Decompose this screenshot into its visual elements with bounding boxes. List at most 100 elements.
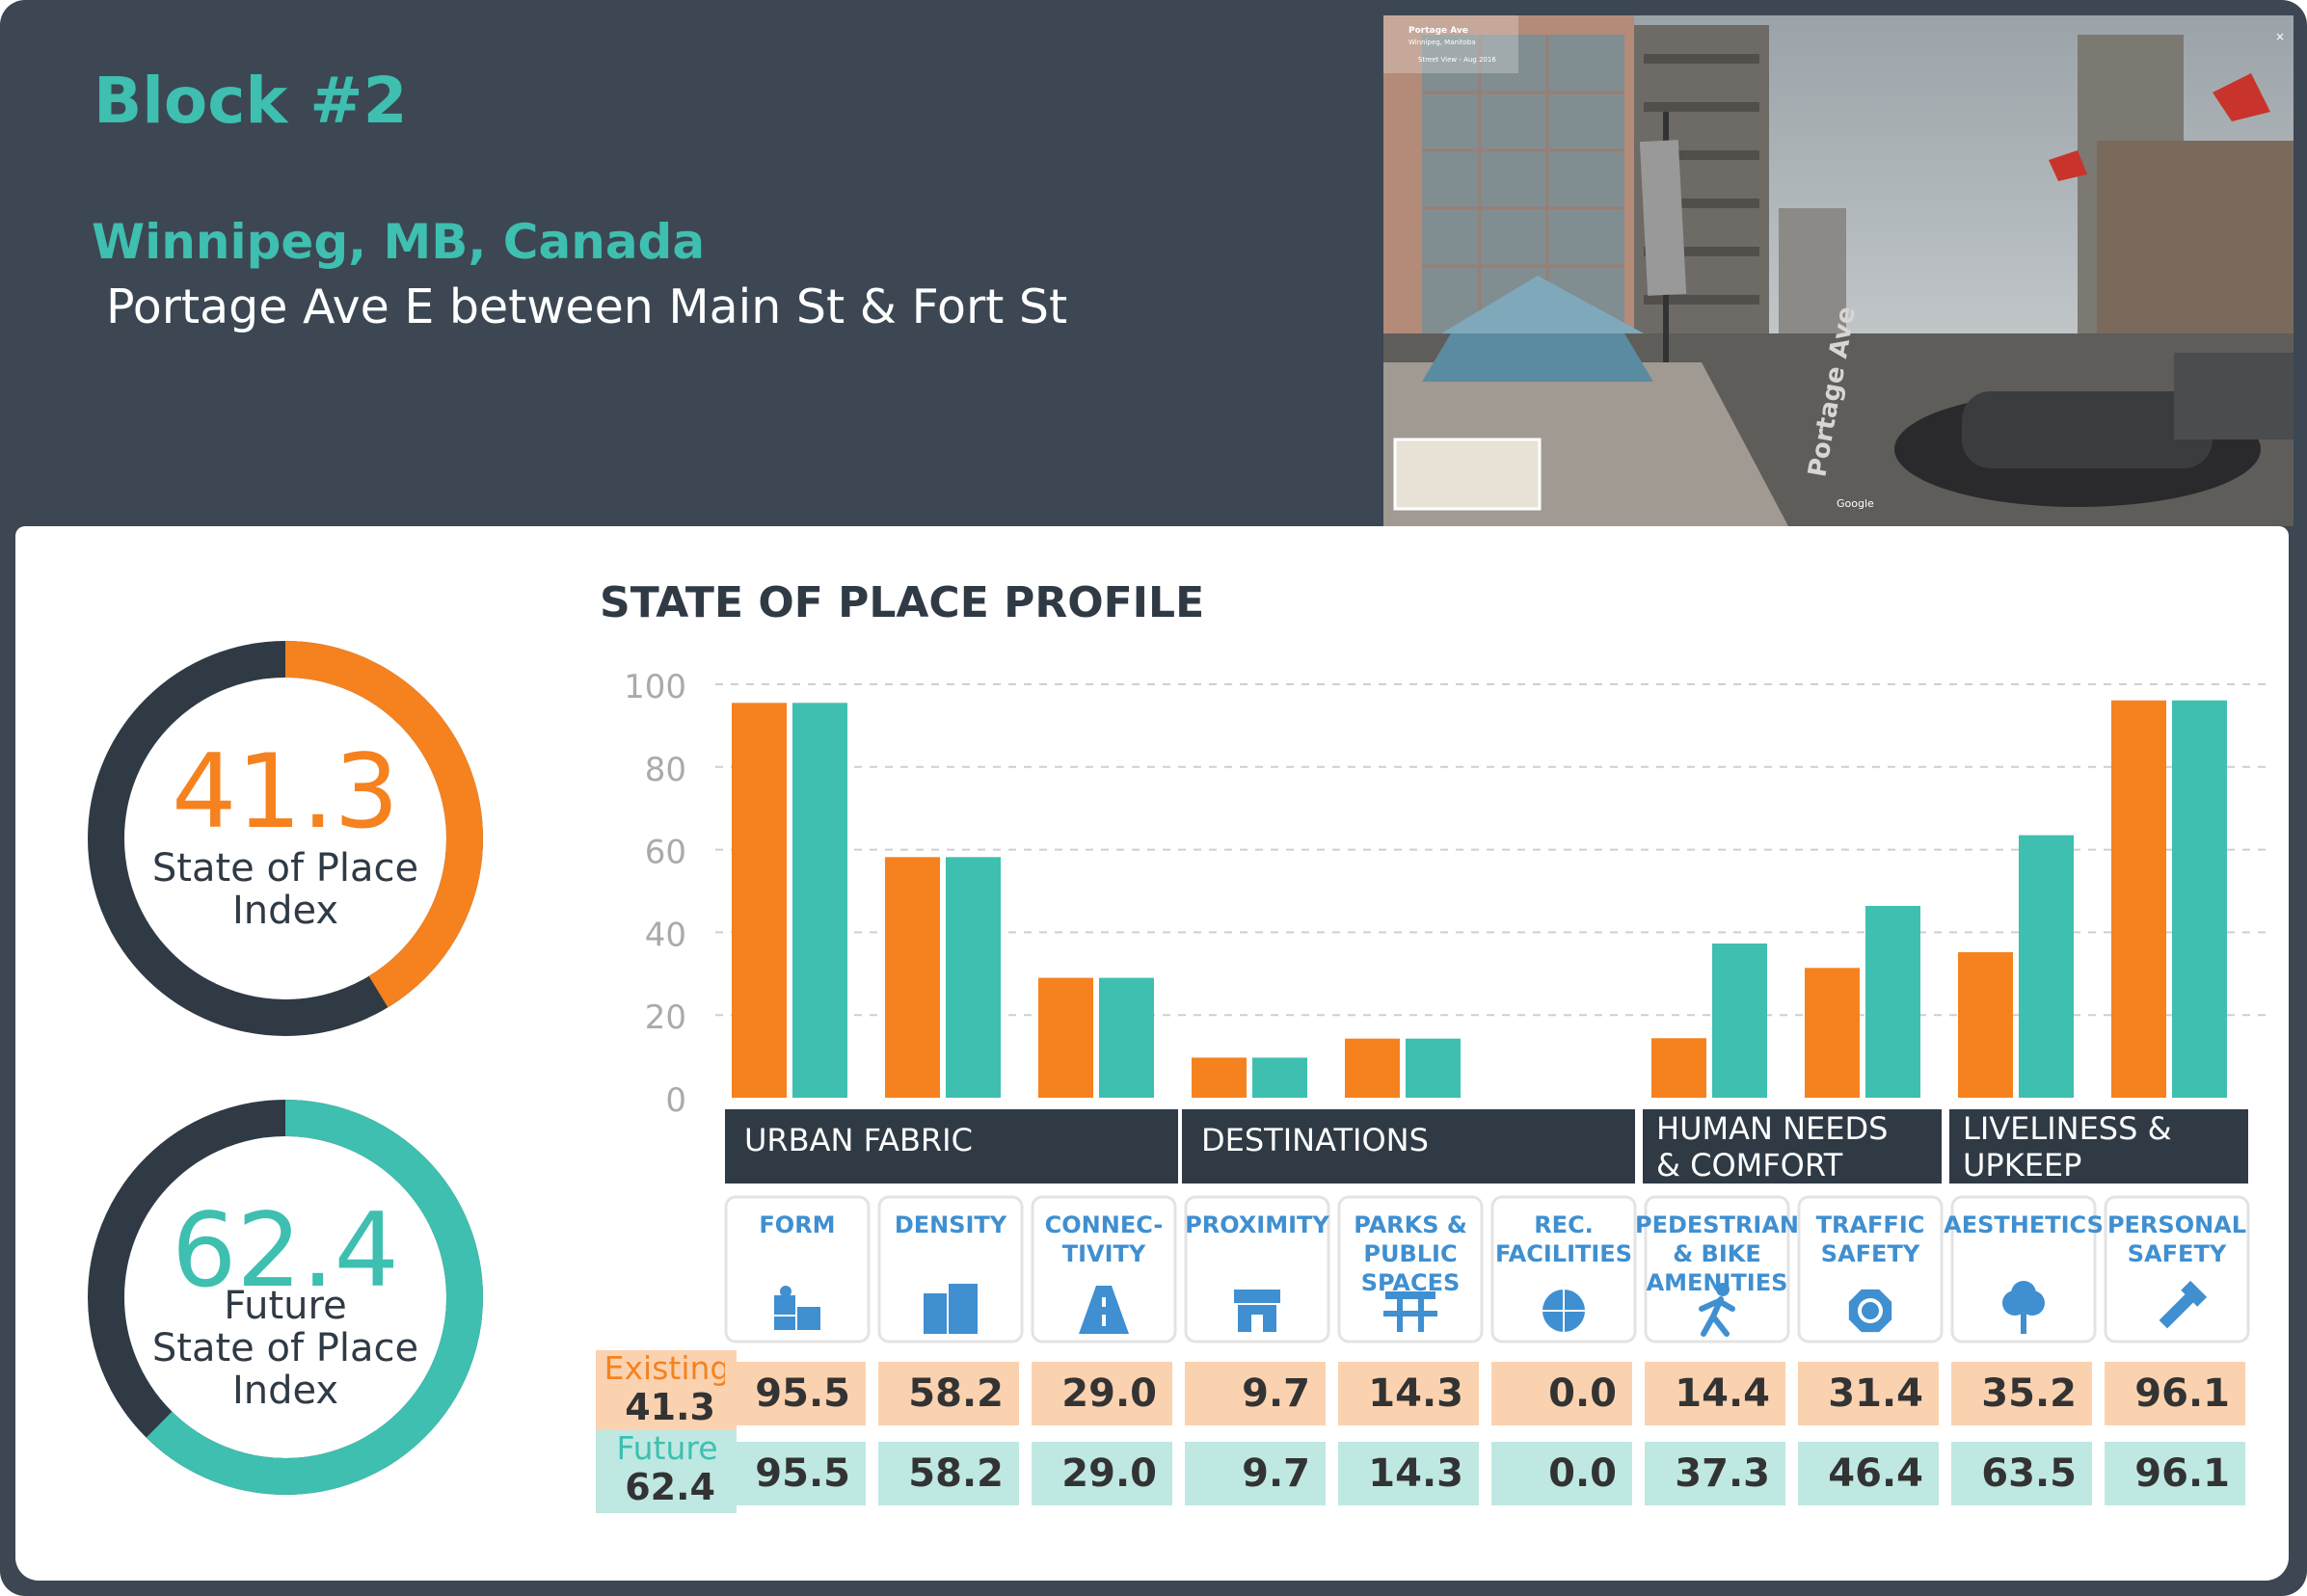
value-label: 35.2 [1981,1371,2077,1416]
future-index-label: State of Place [152,1326,418,1370]
group-header [1949,1109,2248,1184]
category-label: SAFETY [1821,1240,1920,1267]
bar-existing [1038,977,1093,1098]
group-header-label: LIVELINESS & [1963,1110,2172,1147]
value-cell [2105,1362,2245,1425]
puzzle-icon [774,1286,820,1330]
body [1699,1296,1735,1337]
category-label: PARKS & [1354,1211,1467,1238]
value-cell [725,1362,866,1425]
awning [1234,1290,1280,1303]
photo-meta: Street View - Aug 2016 [1418,56,1496,64]
category-card [1797,1195,1944,1343]
category-card [1644,1195,1790,1343]
table-leg [1418,1299,1424,1332]
category-card [1184,1195,1330,1343]
value-label: 37.3 [1675,1451,1770,1496]
walking-person-icon [1699,1283,1735,1337]
photo-close-icon[interactable]: × [2275,30,2285,43]
photo-city: Winnipeg, Manitoba [1408,39,1476,46]
y-tick-label: 40 [645,916,686,954]
bar-existing [885,857,940,1098]
group-header-label: URBAN FABRIC [744,1122,973,1158]
y-tick-label: 80 [645,751,686,789]
basketball-icon [1542,1290,1585,1332]
stop-sign-icon [1848,1289,1892,1333]
category-label: TIVITY [1062,1240,1146,1267]
value-label: 0.0 [1548,1451,1617,1496]
group-header [1182,1109,1635,1184]
future-index-value: 62.4 [172,1191,399,1310]
group-header-label: UPKEEP [1963,1147,2081,1184]
tree-icon [2002,1281,2045,1334]
category-card [1490,1195,1637,1343]
row-header-future [596,1430,737,1513]
value-label: 96.1 [2134,1371,2230,1416]
group-header-label: & COMFORT [1656,1147,1843,1184]
y-tick-label: 20 [645,998,686,1037]
value-cell [1032,1362,1172,1425]
group-header [725,1109,1178,1184]
future-index-ring-fill [88,1100,483,1495]
chart-title: STATE OF PLACE PROFILE [600,578,1204,627]
value-cell [1645,1442,1785,1505]
current-index-label: State of Place [152,846,418,891]
value-label: 14.3 [1368,1371,1463,1416]
puzzle-piece [774,1317,795,1330]
value-label: 58.2 [908,1371,1004,1416]
bar-future [792,703,847,1098]
value-cell [1185,1362,1326,1425]
future-index-label: Future [224,1284,346,1328]
bar-future [2019,835,2074,1098]
value-cell [1491,1362,1632,1425]
bar-future [1406,1038,1461,1098]
road-shape [1079,1286,1129,1334]
category-label: PUBLIC [1363,1240,1457,1267]
photo-minimap[interactable] [1393,438,1542,511]
category-card [1031,1195,1177,1343]
chart-gridlines: 0 20 40 60 80 100 [624,668,2268,1120]
category-label: PROXIMITY [1185,1211,1329,1238]
bar-existing [1958,951,2013,1098]
category-label: CONNEC- [1045,1211,1164,1238]
table-leg [1397,1299,1403,1332]
category-groups: URBAN FABRIC DESTINATIONS HUMAN NEEDS& COM… [725,1109,2248,1184]
block-title: Block #2 [94,64,408,138]
buildings-icon [924,1284,978,1334]
category-label: PEDESTRIAN [1635,1211,1799,1238]
y-tick-label: 60 [645,834,686,872]
value-label: 29.0 [1061,1371,1157,1416]
value-label: 58.2 [908,1451,1004,1496]
value-cell [725,1442,866,1505]
value-label: 9.7 [1242,1451,1310,1496]
value-cell [1645,1362,1785,1425]
value-label: 95.5 [755,1371,850,1416]
group-header [1643,1109,1942,1184]
value-label: 14.4 [1675,1371,1770,1416]
value-cell [2105,1442,2245,1505]
building [949,1284,978,1334]
value-cell [1951,1442,2092,1505]
category-card [1337,1195,1484,1343]
puzzle-piece [797,1307,820,1330]
value-label: 9.7 [1242,1371,1310,1416]
category-cards: FORM DENSITY CONNEC-TIVITY PROXIMITY PARKS &… [724,1195,2250,1343]
bar-future [946,857,1001,1098]
bar-future [1712,943,1767,1098]
chart-bars [732,700,2227,1098]
bar-future [2172,700,2227,1098]
category-label: DENSITY [895,1211,1007,1238]
bar-future [1865,905,1920,1098]
head [1716,1283,1730,1296]
bar-future [1252,1057,1307,1098]
row-header-existing [596,1350,737,1433]
bar-existing [1192,1057,1247,1098]
building [924,1293,947,1334]
bar-future [1099,977,1154,1098]
category-card [877,1195,1024,1343]
value-cell [1798,1442,1939,1505]
photo-google-logo: Google [1837,497,1874,510]
y-tick-label: 0 [665,1081,686,1120]
